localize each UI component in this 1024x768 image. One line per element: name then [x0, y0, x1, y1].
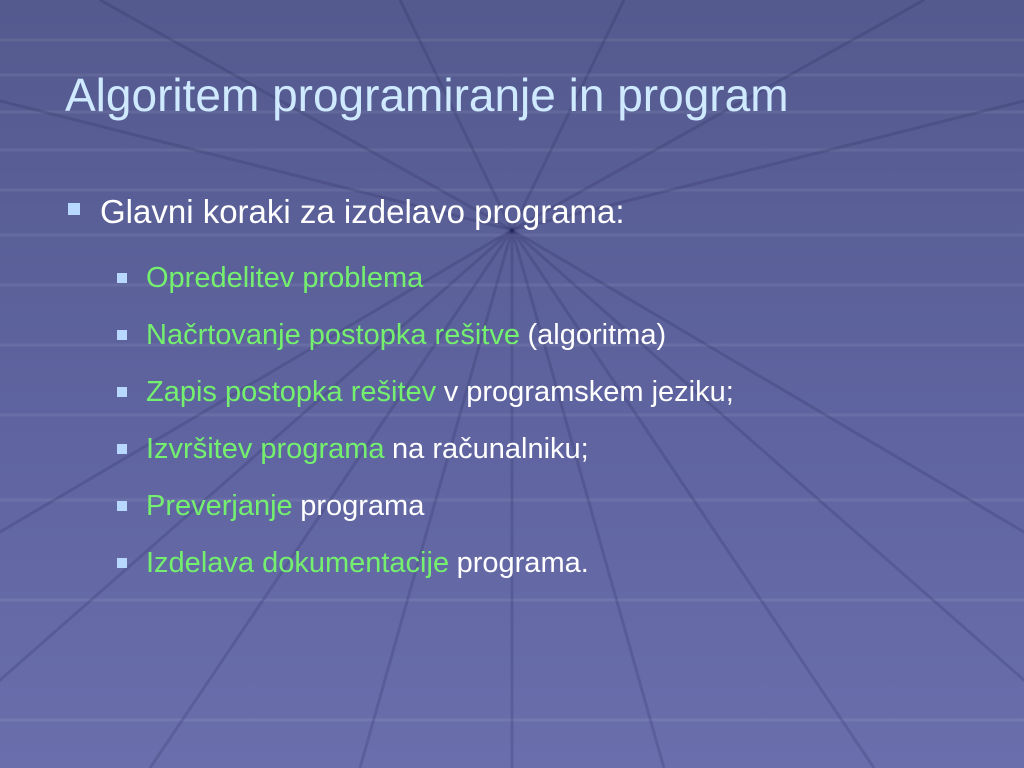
sub-list: Opredelitev problema Načrtovanje postopka…	[117, 254, 866, 596]
item-text: programa	[300, 490, 425, 522]
bullet-square	[117, 444, 127, 454]
item-text: v programskem jeziku;	[443, 376, 734, 408]
bullet-square	[68, 203, 80, 215]
list-item: Izvršitev programa na računalniku;	[117, 425, 866, 474]
item-text: programa.	[456, 547, 589, 579]
bullet-square	[117, 387, 127, 397]
slide-title: Algoritem programiranje in program	[65, 69, 789, 121]
list-item: Načrtovanje postopka rešitve (algoritma)	[117, 311, 866, 360]
item-text: (algoritma)	[527, 319, 667, 351]
list-item: Opredelitev problema	[117, 254, 866, 303]
highlight-text: Izvršitev programa	[146, 433, 385, 465]
highlight-text: Opredelitev problema	[146, 262, 424, 294]
main-bullet: Glavni koraki za izdelavo programa:	[100, 193, 625, 230]
bullet-square	[117, 558, 127, 568]
list-item: Preverjanje programa	[117, 482, 866, 531]
highlight-text: Zapis postopka rešitev	[146, 376, 437, 408]
item-text: na računalniku;	[392, 433, 589, 465]
highlight-text: Načrtovanje postopka rešitve	[146, 319, 520, 351]
highlight-text: Izdelava dokumentacije	[146, 547, 450, 579]
bullet-square	[117, 501, 127, 511]
bullet-square	[117, 330, 127, 340]
highlight-text: Preverjanje	[146, 490, 293, 522]
list-item: Izdelava dokumentacije programa.	[117, 539, 866, 588]
bullet-square	[117, 273, 127, 283]
list-item: Zapis postopka rešitev v programskem jezi…	[117, 368, 866, 417]
